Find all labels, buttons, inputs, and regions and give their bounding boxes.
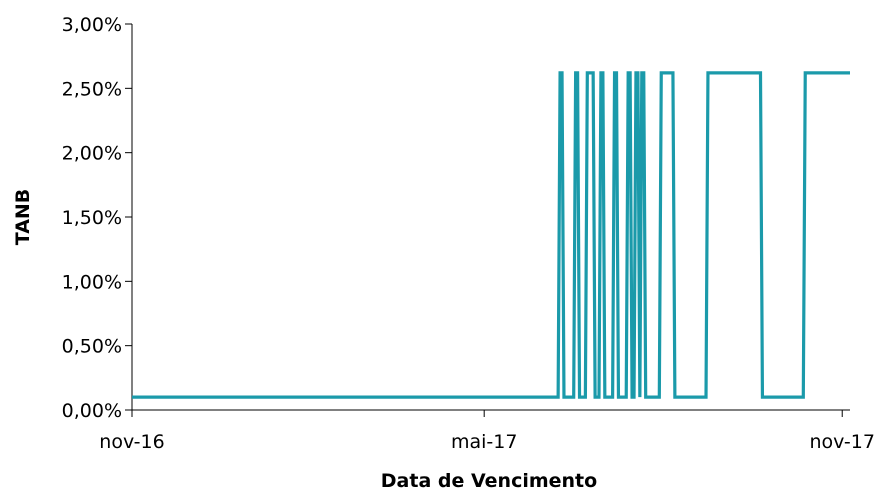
y-tick-label: 1,00% [62,271,122,293]
y-axis-title: TANB [12,189,34,246]
x-tick-label: nov-16 [99,431,164,453]
y-tick-label: 1,50% [62,207,122,229]
x-axis-title: Data de Vencimento [381,470,597,492]
series-layer [132,71,850,399]
x-axis: nov-16 mai-17 nov-17 [99,409,875,453]
y-tick-label: 0,50% [62,336,122,358]
series-line-0 [132,71,850,399]
y-tick-label: 3,00% [62,14,122,36]
x-tick-label: nov-17 [809,431,874,453]
x-tick-label: mai-17 [451,431,517,453]
y-tick-label: 2,50% [62,78,122,100]
y-tick-label: 0,00% [62,400,122,422]
y-tick-label: 2,00% [62,143,122,165]
y-axis: 0,00% 0,50% 1,00% 1,50% 2,00% 2,50% 3,00% [62,14,133,422]
